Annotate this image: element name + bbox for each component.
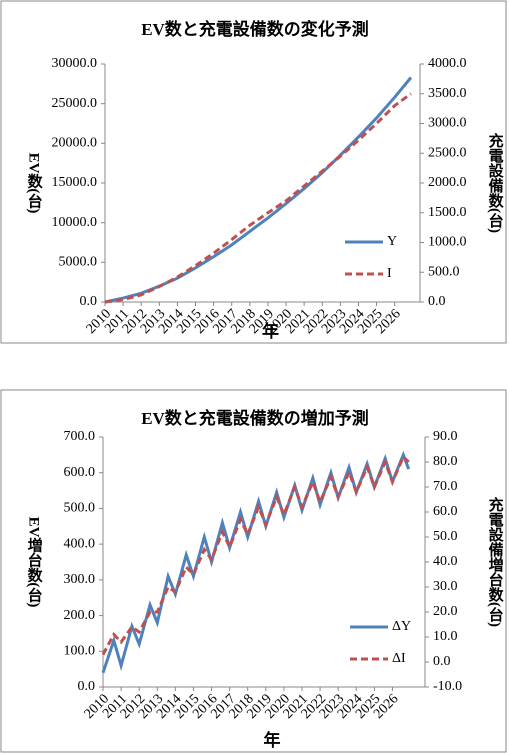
series-line <box>101 454 410 656</box>
y-tick-label: 5000.0 <box>59 255 98 270</box>
y-tick-label: 700.0 <box>64 429 96 444</box>
y2-tick-label: 0.0 <box>428 294 446 309</box>
y2-tick-label: 40.0 <box>433 554 458 569</box>
y2-tick-label: 80.0 <box>433 454 458 469</box>
y2-tick-label: 30.0 <box>433 579 458 594</box>
y2-tick-label: 3500.0 <box>428 86 467 101</box>
y-tick-label: 15000.0 <box>52 175 98 190</box>
y2-tick-label: 4000.0 <box>428 56 467 71</box>
legend-label: I <box>387 266 392 281</box>
y-tick-label: 500.0 <box>64 501 96 516</box>
legend-label: Y <box>387 234 397 249</box>
series-line <box>101 450 411 674</box>
y2-tick-label: 90.0 <box>433 429 458 444</box>
y2-axis-label: 充電設備増台数(台) <box>487 496 504 627</box>
y2-tick-label: 10.0 <box>433 629 458 644</box>
chart-frame <box>0 0 507 344</box>
y2-tick-label: 500.0 <box>428 264 460 279</box>
y2-tick-label: 0.0 <box>433 654 451 669</box>
y-axis-label: EV増台数(台) <box>26 517 43 608</box>
y2-tick-label: 60.0 <box>433 504 458 519</box>
x-axis-label: 年 <box>264 730 281 750</box>
x-axis-label: 年 <box>262 321 279 341</box>
y-tick-label: 200.0 <box>64 608 96 623</box>
y-tick-label: 0.0 <box>78 679 96 694</box>
y-axis-label: EV数(台) <box>26 153 43 214</box>
y-tick-label: 300.0 <box>64 572 96 587</box>
y2-tick-label: 1000.0 <box>428 235 467 250</box>
y2-tick-label: 70.0 <box>433 479 458 494</box>
y-tick-label: 600.0 <box>64 465 96 480</box>
series-line <box>104 76 413 304</box>
y2-axis-label: 充電設備数(台) <box>487 132 504 233</box>
y2-tick-label: -10.0 <box>433 679 462 694</box>
legend-label: ΔY <box>392 619 411 634</box>
chart-title: EV数と充電設備数の変化予測 <box>141 19 369 39</box>
y-tick-label: 30000.0 <box>52 56 98 71</box>
y2-tick-label: 2500.0 <box>428 145 467 160</box>
y-tick-label: 25000.0 <box>52 96 98 111</box>
y2-tick-label: 2000.0 <box>428 175 467 190</box>
y2-tick-label: 3000.0 <box>428 116 467 131</box>
y-tick-label: 20000.0 <box>52 136 98 151</box>
y-tick-label: 10000.0 <box>52 215 98 230</box>
y-tick-label: 400.0 <box>64 536 96 551</box>
legend-label: ΔI <box>392 651 406 666</box>
y2-tick-label: 1500.0 <box>428 205 467 220</box>
y-tick-label: 0.0 <box>80 294 98 309</box>
y2-tick-label: 20.0 <box>433 604 458 619</box>
chart-frame <box>0 389 507 753</box>
series-line <box>104 92 412 304</box>
y-tick-label: 100.0 <box>64 644 96 659</box>
y2-tick-label: 50.0 <box>433 529 458 544</box>
chart-title: EV数と充電設備数の増加予測 <box>141 408 369 428</box>
